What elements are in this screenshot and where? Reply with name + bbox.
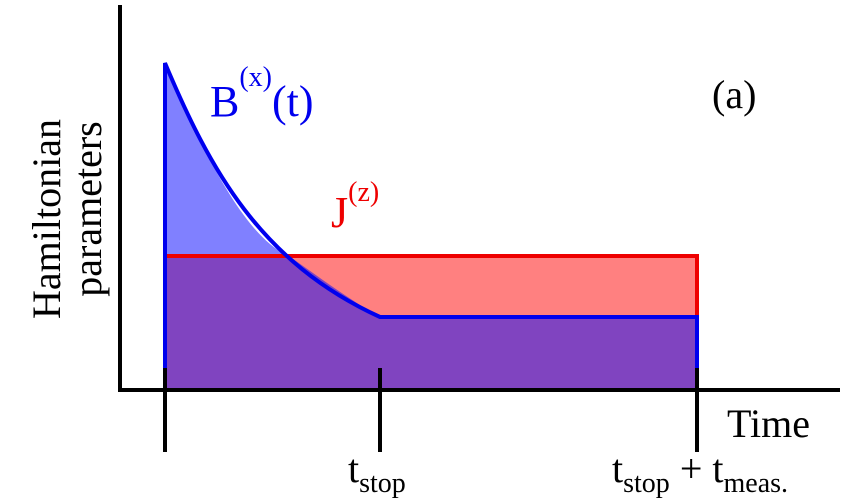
tick-label-stop: tstop (348, 446, 406, 499)
x-axis-label: Time (727, 401, 810, 446)
b-curve (163, 62, 699, 390)
y-axis-label-line2: parameters (65, 121, 110, 296)
b-region-fill (165, 63, 289, 256)
b-series-label: B(x)(t) (210, 62, 314, 126)
panel-label: (a) (712, 72, 756, 117)
tick-label-stop-plus-meas: tstop + tmeas. (612, 446, 788, 499)
overlap-region-fill (165, 256, 697, 390)
y-axis-label-line1: Hamiltonian (24, 119, 69, 319)
j-series-label: J(z) (331, 177, 379, 237)
